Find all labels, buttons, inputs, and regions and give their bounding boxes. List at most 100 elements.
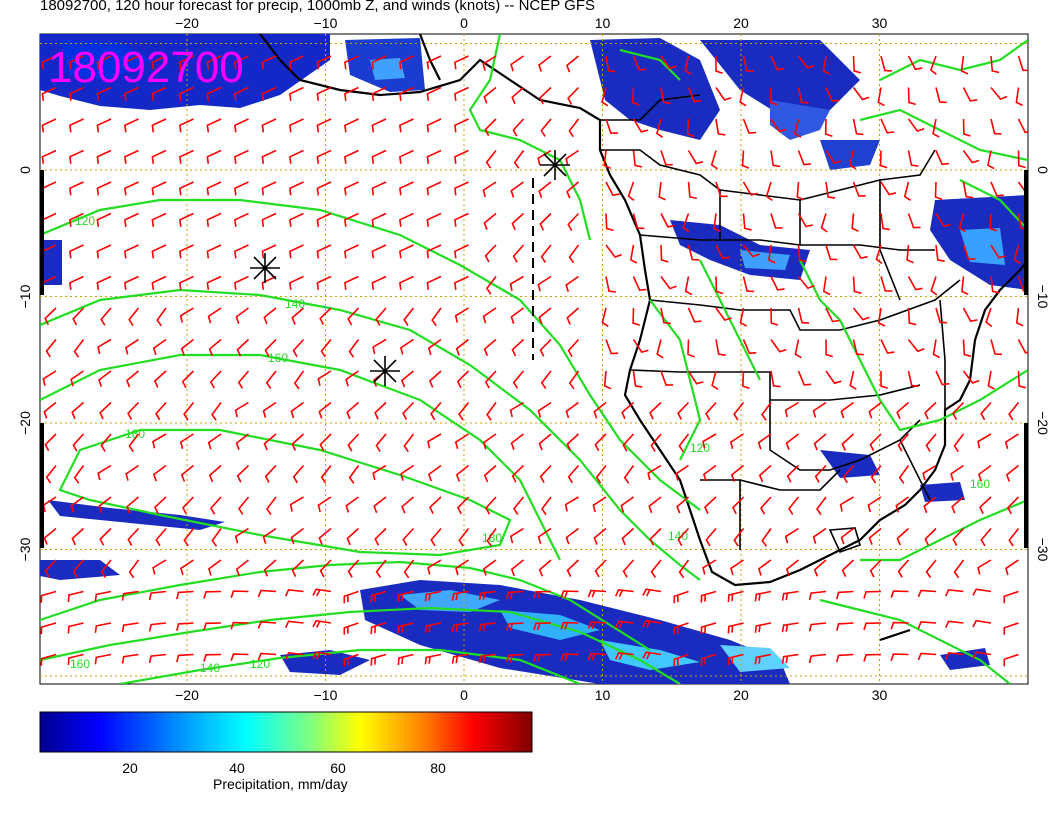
wind-barb — [808, 653, 827, 664]
wind-barb — [512, 118, 525, 137]
wind-barb — [761, 402, 772, 421]
wind-barb — [877, 87, 885, 107]
asterisk-icon — [250, 253, 280, 283]
wind-barb — [234, 118, 249, 133]
lat-lon-grid — [40, 34, 1028, 684]
wind-barb — [903, 181, 912, 201]
wind-barb — [907, 307, 917, 326]
wind-barb — [678, 433, 690, 453]
wind-barb — [540, 118, 552, 137]
wind-barb — [348, 339, 360, 358]
wind-barb — [770, 339, 787, 353]
wind-barb — [925, 559, 937, 578]
wind-barb — [990, 55, 1000, 74]
wind-barb — [944, 620, 964, 629]
wind-barb — [289, 275, 304, 290]
wind-barb — [1017, 150, 1026, 169]
wind-barb — [182, 496, 195, 515]
wind-barb — [960, 55, 969, 75]
wind-barb — [985, 307, 993, 328]
wind-barb — [917, 589, 937, 598]
wind-barb — [541, 496, 552, 516]
wind-barb — [852, 339, 864, 356]
wind-barb — [181, 370, 195, 389]
wind-barb — [430, 527, 442, 547]
wind-barb — [922, 464, 937, 481]
wind-barb — [732, 496, 745, 515]
wind-barb — [566, 307, 580, 325]
wind-barb — [264, 338, 277, 357]
wind-barb — [128, 307, 140, 327]
wind-barb — [836, 590, 854, 600]
wind-barb — [207, 433, 222, 450]
wind-barb — [96, 55, 112, 70]
wind-barb — [605, 339, 619, 355]
wind-barb — [478, 653, 497, 664]
wind-barb — [257, 621, 277, 629]
wind-barb — [958, 213, 966, 233]
contour-label: 160 — [70, 657, 90, 671]
wind-barb — [43, 401, 57, 419]
wind-barb — [890, 590, 909, 598]
wind-barb — [451, 622, 469, 633]
wind-barb — [151, 181, 167, 196]
wind-barb — [155, 527, 167, 547]
wind-barb — [257, 652, 277, 661]
wind-barb — [124, 118, 139, 133]
wind-barb — [431, 307, 442, 327]
wind-barb — [836, 653, 854, 663]
wind-barb — [482, 307, 497, 324]
wind-barb — [70, 496, 84, 513]
wind-barb — [796, 181, 805, 201]
lat-tick-label: −30 — [1035, 538, 1051, 562]
wind-barb — [897, 559, 910, 578]
wind-barb — [540, 244, 552, 263]
wind-barb — [1003, 653, 1019, 667]
wind-barb — [485, 496, 497, 515]
wind-barb — [344, 275, 359, 290]
wind-barb — [513, 150, 525, 169]
wind-barb — [97, 338, 112, 355]
wind-barb — [346, 527, 360, 546]
wind-barb — [715, 118, 726, 136]
wind-barb — [870, 465, 882, 484]
wind-barb — [741, 150, 750, 169]
wind-barb — [344, 149, 359, 164]
wind-barb — [230, 590, 249, 598]
wind-barb — [153, 370, 167, 388]
wind-barb — [603, 370, 612, 390]
lon-tick-label: 10 — [595, 15, 611, 31]
wind-barb — [426, 275, 442, 290]
lon-tick-label: 30 — [872, 687, 888, 703]
wind-barb — [261, 244, 277, 259]
wind-barb — [711, 370, 719, 390]
wind-barb — [1003, 590, 1019, 604]
wind-barb — [700, 590, 717, 603]
wind-barb — [454, 149, 469, 164]
wind-barb — [770, 276, 785, 291]
wind-barb — [642, 588, 662, 597]
wind-barb — [261, 181, 277, 196]
wind-barb — [69, 244, 84, 259]
wind-barb — [851, 213, 859, 232]
wind-barb — [825, 370, 842, 385]
wind-barb — [97, 464, 112, 481]
lon-tick-label: 20 — [733, 687, 749, 703]
wind-barb — [944, 651, 964, 660]
wind-barb — [399, 181, 414, 196]
wind-barb — [660, 150, 673, 166]
wind-barb — [347, 559, 360, 578]
wind-barb — [41, 149, 57, 164]
wind-barb — [234, 527, 249, 544]
wind-barb — [69, 212, 84, 227]
wind-barb — [45, 465, 57, 484]
wind-barb — [614, 651, 634, 660]
wind-barb — [741, 370, 750, 390]
wind-barb — [121, 590, 139, 601]
wind-barb — [794, 118, 802, 138]
wind-barb — [684, 55, 692, 75]
wind-barb — [457, 496, 470, 515]
wind-barb — [650, 559, 662, 578]
wind-barb — [289, 244, 304, 259]
wind-barb — [234, 244, 249, 259]
